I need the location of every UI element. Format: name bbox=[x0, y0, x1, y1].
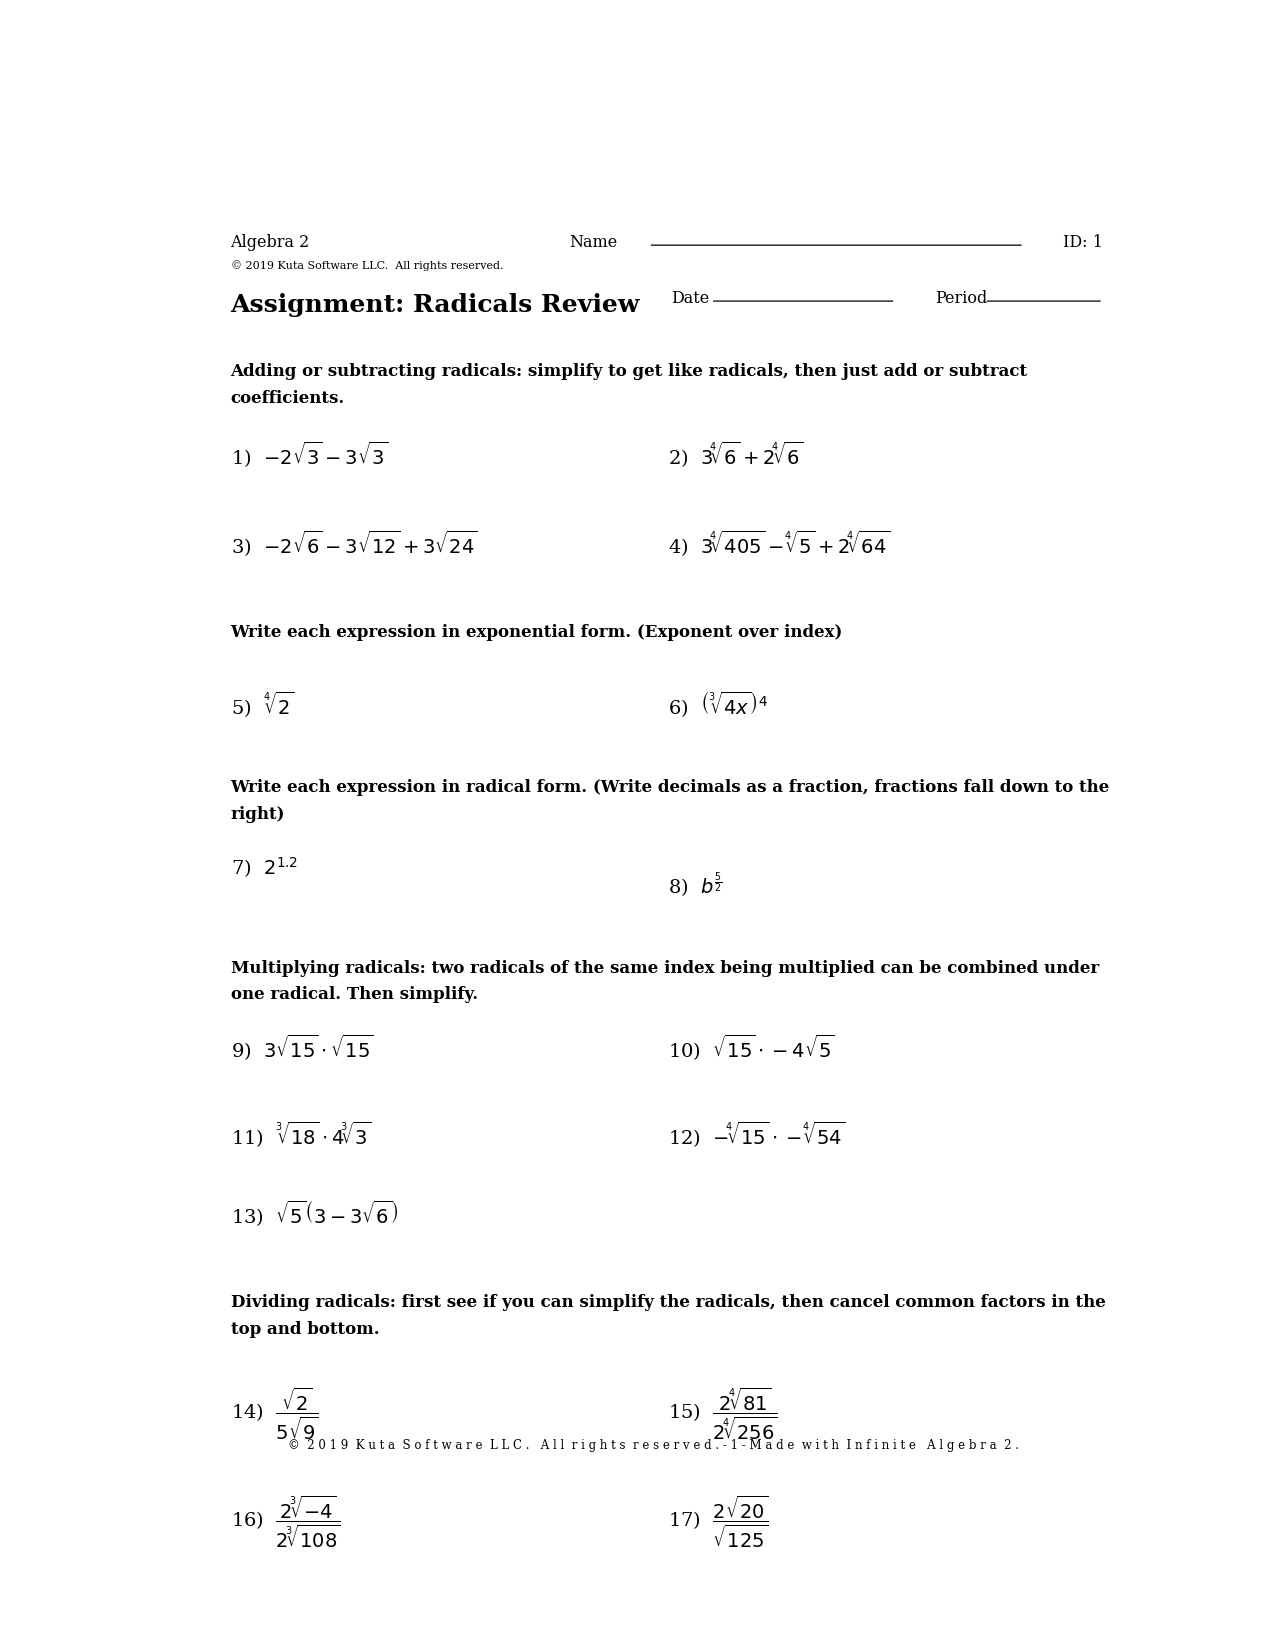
Text: 2)  $3\!\sqrt[4]{6} + 2\!\sqrt[4]{6}$: 2) $3\!\sqrt[4]{6} + 2\!\sqrt[4]{6}$ bbox=[668, 439, 803, 469]
Text: 14)  $\dfrac{\sqrt{2}}{5\sqrt{9}}$: 14) $\dfrac{\sqrt{2}}{5\sqrt{9}}$ bbox=[231, 1385, 319, 1441]
Text: 5)  $\sqrt[4]{2}$: 5) $\sqrt[4]{2}$ bbox=[231, 690, 295, 720]
Text: Write each expression in exponential form. (Exponent over index): Write each expression in exponential for… bbox=[231, 624, 843, 641]
Text: 10)  $\sqrt{15} \cdot -4\sqrt{5}$: 10) $\sqrt{15} \cdot -4\sqrt{5}$ bbox=[668, 1034, 835, 1063]
Text: 4)  $3\!\sqrt[4]{405} - \!\sqrt[4]{5} + 2\!\sqrt[4]{64}$: 4) $3\!\sqrt[4]{405} - \!\sqrt[4]{5} + 2… bbox=[668, 528, 890, 558]
Text: © 2019 Kuta Software LLC.  All rights reserved.: © 2019 Kuta Software LLC. All rights res… bbox=[231, 261, 504, 271]
Text: 8)  $b^{\frac{5}{2}}$: 8) $b^{\frac{5}{2}}$ bbox=[668, 870, 723, 900]
Text: ©  2 0 1 9  K u t a  S o f t w a r e  L L C .   A l l  r i g h t s  r e s e r v : © 2 0 1 9 K u t a S o f t w a r e L L C … bbox=[288, 1438, 1019, 1451]
Text: Assignment: Radicals Review: Assignment: Radicals Review bbox=[231, 294, 640, 317]
Text: right): right) bbox=[231, 806, 286, 822]
Text: 16)  $\dfrac{2\!\sqrt[3]{-4}}{2\!\sqrt[3]{108}}$: 16) $\dfrac{2\!\sqrt[3]{-4}}{2\!\sqrt[3]… bbox=[231, 1494, 340, 1550]
Text: 11)  $\sqrt[3]{18} \cdot 4\!\sqrt[3]{3}$: 11) $\sqrt[3]{18} \cdot 4\!\sqrt[3]{3}$ bbox=[231, 1119, 371, 1149]
Text: 13)  $\sqrt{5}\left(3 - 3\sqrt{6}\right)$: 13) $\sqrt{5}\left(3 - 3\sqrt{6}\right)$ bbox=[231, 1199, 398, 1228]
Text: 15)  $\dfrac{2\!\sqrt[4]{81}}{2\!\sqrt[4]{256}}$: 15) $\dfrac{2\!\sqrt[4]{81}}{2\!\sqrt[4]… bbox=[668, 1385, 778, 1441]
Text: top and bottom.: top and bottom. bbox=[231, 1321, 379, 1337]
Text: Period: Period bbox=[935, 289, 987, 307]
Text: 6)  $\left(\sqrt[3]{4x}\right)^{4}$: 6) $\left(\sqrt[3]{4x}\right)^{4}$ bbox=[668, 690, 768, 720]
Text: 3)  $-2\sqrt{6} - 3\sqrt{12} + 3\sqrt{24}$: 3) $-2\sqrt{6} - 3\sqrt{12} + 3\sqrt{24}… bbox=[231, 528, 477, 558]
Text: Multiplying radicals: two radicals of the same index being multiplied can be com: Multiplying radicals: two radicals of th… bbox=[231, 959, 1099, 977]
Text: one radical. Then simplify.: one radical. Then simplify. bbox=[231, 986, 478, 1004]
Text: Date: Date bbox=[671, 289, 709, 307]
Text: Name: Name bbox=[570, 234, 617, 251]
Text: 12)  $-\!\sqrt[4]{15} \cdot -\!\sqrt[4]{54}$: 12) $-\!\sqrt[4]{15} \cdot -\!\sqrt[4]{5… bbox=[668, 1119, 845, 1149]
Text: 7)  $2^{1.2}$: 7) $2^{1.2}$ bbox=[231, 855, 297, 880]
Text: 17)  $\dfrac{2\sqrt{20}}{\sqrt{125}}$: 17) $\dfrac{2\sqrt{20}}{\sqrt{125}}$ bbox=[668, 1494, 769, 1550]
Text: Algebra 2: Algebra 2 bbox=[231, 234, 310, 251]
Text: Dividing radicals: first see if you can simplify the radicals, then cancel commo: Dividing radicals: first see if you can … bbox=[231, 1294, 1105, 1311]
Text: 1)  $-2\sqrt{3} - 3\sqrt{3}$: 1) $-2\sqrt{3} - 3\sqrt{3}$ bbox=[231, 439, 388, 469]
Text: coefficients.: coefficients. bbox=[231, 390, 344, 408]
Text: ID: 1: ID: 1 bbox=[1063, 234, 1103, 251]
Text: 9)  $3\sqrt{15} \cdot \sqrt{15}$: 9) $3\sqrt{15} \cdot \sqrt{15}$ bbox=[231, 1034, 374, 1063]
Text: Write each expression in radical form. (Write decimals as a fraction, fractions : Write each expression in radical form. (… bbox=[231, 779, 1109, 796]
Text: Adding or subtracting radicals: simplify to get like radicals, then just add or : Adding or subtracting radicals: simplify… bbox=[231, 363, 1028, 380]
